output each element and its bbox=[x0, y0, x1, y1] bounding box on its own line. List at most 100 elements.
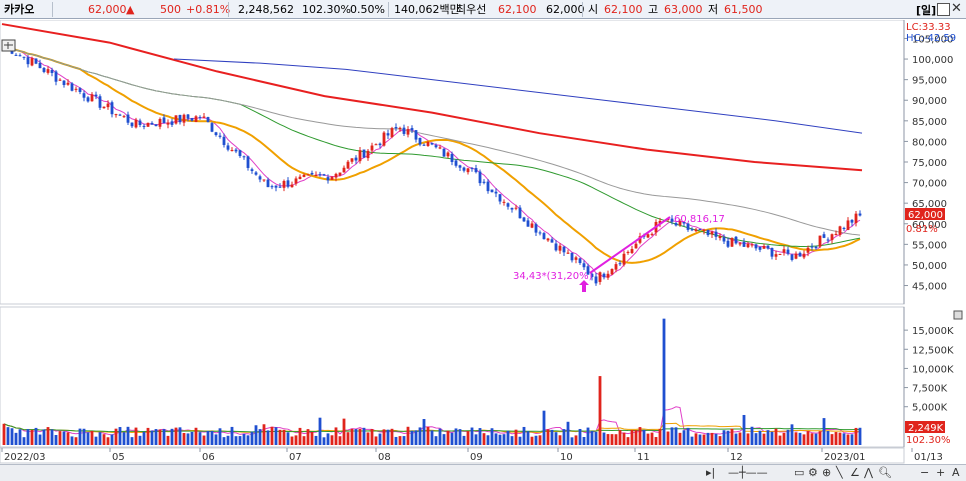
stock-name[interactable]: 카카오 bbox=[4, 3, 35, 16]
volume-bar bbox=[106, 437, 110, 445]
volume-bar bbox=[842, 433, 846, 445]
volume-bar bbox=[290, 436, 294, 445]
volume-bar bbox=[62, 431, 66, 445]
candle-body bbox=[678, 221, 682, 226]
volume-bar bbox=[702, 434, 706, 445]
volume-tick-label: 12,500K bbox=[912, 345, 954, 356]
volume-bar bbox=[602, 432, 606, 445]
zoom-slider[interactable]: —┼—— bbox=[728, 466, 768, 479]
volume-bar bbox=[346, 432, 350, 445]
candle-body bbox=[822, 234, 826, 238]
volume-bar bbox=[510, 436, 514, 445]
volume-bar bbox=[86, 432, 90, 445]
price-tick-label: 90,000 bbox=[912, 96, 947, 107]
font-size-icon[interactable]: A bbox=[952, 466, 960, 479]
candle-body bbox=[302, 174, 306, 177]
date-tick-label: 01/13 bbox=[914, 452, 943, 463]
candle-body bbox=[242, 156, 246, 158]
candle-body bbox=[86, 97, 90, 102]
zoom-icon[interactable]: 🔍︎ bbox=[878, 466, 892, 479]
candle-body bbox=[506, 203, 510, 207]
candle-body bbox=[78, 88, 82, 92]
pattern-icon[interactable]: ⋀ bbox=[864, 466, 874, 479]
lc-label: LC:33.33 bbox=[906, 22, 951, 33]
candle-body bbox=[110, 102, 114, 115]
volume-bar bbox=[718, 436, 722, 445]
volume-bar bbox=[162, 429, 166, 445]
volume-badge bbox=[905, 421, 945, 433]
zoom-out-icon[interactable]: − bbox=[920, 466, 930, 479]
volume-bar bbox=[314, 435, 318, 445]
candle-body bbox=[370, 145, 374, 151]
volume-axis: 15,000K 12,500K 10,000K 7,500K 5,000K bbox=[904, 326, 954, 414]
chart-type-icon[interactable]: ▭ bbox=[794, 466, 805, 479]
candle-body bbox=[438, 147, 442, 149]
maximize-icon[interactable] bbox=[937, 3, 950, 16]
volume-bar bbox=[110, 434, 114, 445]
volume-bar bbox=[342, 418, 346, 445]
candle-body bbox=[466, 168, 470, 173]
candle-body bbox=[42, 67, 46, 72]
volume-bar bbox=[814, 433, 818, 445]
volume-bar bbox=[450, 432, 454, 445]
candle-body bbox=[14, 54, 18, 56]
volume-bar bbox=[170, 428, 174, 445]
candle-body bbox=[538, 232, 542, 234]
candle-body bbox=[550, 239, 554, 243]
volume-bar bbox=[370, 429, 374, 445]
volume-bar bbox=[178, 427, 182, 445]
volume-bar bbox=[46, 427, 50, 445]
price-tick-label: 80,000 bbox=[912, 137, 947, 148]
candle-body bbox=[366, 150, 370, 159]
candle-body bbox=[130, 122, 134, 127]
candle-body bbox=[90, 94, 94, 102]
volume-bar bbox=[690, 436, 694, 445]
candle-body bbox=[138, 120, 142, 125]
candle-body bbox=[738, 243, 742, 245]
volume-bar bbox=[246, 435, 250, 445]
candle-body bbox=[150, 122, 154, 125]
candle-body bbox=[806, 247, 810, 253]
candle-body bbox=[458, 165, 462, 168]
price-panel[interactable]: 105,000 100,000 95,000 90,000 85,000 80,000 75… bbox=[0, 20, 956, 305]
candle-body bbox=[422, 144, 426, 146]
draw-tool-icon[interactable]: ∠ bbox=[850, 466, 860, 479]
scroll-right-icon[interactable]: ▸| bbox=[706, 466, 716, 479]
candle-body bbox=[490, 189, 494, 193]
volume-bar bbox=[562, 429, 566, 445]
candle-body bbox=[70, 83, 74, 91]
volume-bar bbox=[54, 435, 58, 445]
price-tick-label: 85,000 bbox=[912, 117, 947, 128]
chart-area[interactable]: 105,000 100,000 95,000 90,000 85,000 80,000 75… bbox=[0, 20, 966, 464]
candle-body bbox=[790, 254, 794, 260]
candle-body bbox=[46, 69, 50, 73]
zoom-in-icon[interactable]: + bbox=[936, 466, 946, 479]
candle-body bbox=[770, 247, 774, 257]
volume-bar bbox=[122, 432, 126, 445]
trend-line[interactable] bbox=[589, 216, 671, 274]
volume-bar bbox=[398, 436, 402, 445]
volume-tick-label: 5,000K bbox=[912, 403, 948, 414]
draw-line-icon[interactable]: ╲ bbox=[836, 466, 843, 479]
volume-bar bbox=[26, 429, 30, 445]
volume-bar bbox=[494, 433, 498, 445]
panel-collapse-icon[interactable] bbox=[953, 310, 963, 320]
volume-panel[interactable]: 15,000K 12,500K 10,000K 7,500K 5,000K 2,249K… bbox=[0, 306, 963, 448]
volume-bar bbox=[826, 431, 830, 445]
crosshair-icon[interactable]: ⊕ bbox=[822, 466, 832, 479]
volume-bar bbox=[830, 434, 834, 445]
volume-bar bbox=[590, 431, 594, 445]
candle-body bbox=[710, 231, 714, 235]
volume-bar bbox=[566, 421, 570, 445]
volume-bar bbox=[734, 433, 738, 445]
volume-bar bbox=[614, 434, 618, 445]
ma20-line bbox=[3, 43, 861, 264]
close-icon[interactable]: ✕ bbox=[951, 1, 962, 16]
period-button[interactable]: [일] bbox=[916, 4, 937, 17]
candle-body bbox=[786, 249, 790, 254]
gear-icon[interactable]: ⚙ bbox=[808, 466, 818, 479]
candle-body bbox=[50, 70, 54, 73]
candle-body bbox=[622, 253, 626, 265]
volume-bar bbox=[318, 417, 322, 445]
candle-body bbox=[394, 127, 398, 129]
